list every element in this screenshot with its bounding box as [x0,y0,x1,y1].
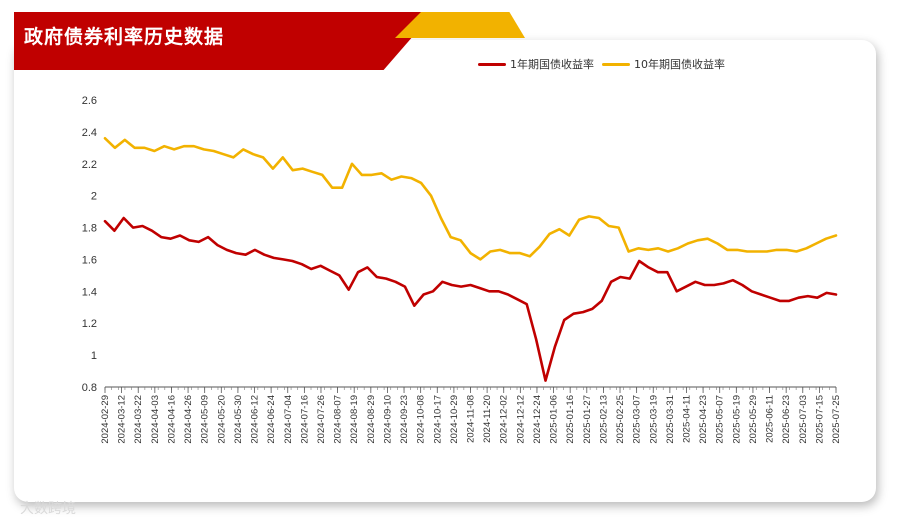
series-line-1y [103,216,838,382]
x-tick-label: 2025-07-15 [814,395,825,444]
chart-legend: 1年期国债收益率 10年期国债收益率 [478,56,725,72]
x-tick-label: 2025-06-11 [765,395,776,443]
x-tick-label: 2024-11-08 [466,395,477,443]
y-tick-label: 2 [91,191,97,203]
x-tick-label: 2024-06-24 [266,395,277,444]
x-tick-label: 2024-09-23 [399,395,410,444]
legend-label-10y: 10年期国债收益率 [634,58,725,71]
x-tick-label: 2024-08-29 [366,395,377,444]
x-tick-label: 2025-05-19 [731,395,742,444]
y-tick-label: 1.2 [82,318,97,330]
y-tick-label: 1.8 [82,223,97,235]
legend-label-1y: 1年期国债收益率 [510,58,594,71]
x-tick-label: 2025-07-25 [831,395,842,444]
legend-item-1y[interactable]: 1年期国债收益率 [478,56,594,72]
x-tick-label: 2025-06-23 [781,395,792,444]
x-tick-label: 2024-07-04 [283,395,294,444]
x-tick-label: 2024-03-22 [133,395,144,444]
x-tick-label: 2024-10-17 [432,395,443,444]
y-tick-label: 2.2 [82,159,97,171]
x-tick-label: 2024-04-03 [150,395,161,444]
x-tick-label: 2024-04-16 [166,395,177,444]
x-tick-label: 2024-05-09 [200,395,211,444]
x-tick-label: 2025-03-07 [632,395,643,444]
x-tick-label: 2024-03-12 [117,395,128,444]
x-tick-label: 2025-01-27 [582,395,593,444]
x-tick-label: 2025-04-11 [681,395,692,443]
x-tick-label: 2025-03-19 [648,395,659,444]
x-tick-label: 2024-09-10 [382,395,393,444]
x-tick-label: 2024-06-12 [250,395,261,444]
y-tick-label: 1.6 [82,254,97,266]
x-tick-label: 2024-10-29 [449,395,460,444]
x-tick-label: 2025-04-23 [698,395,709,444]
x-tick-label: 2024-04-26 [183,395,194,444]
x-tick-label: 2024-08-19 [349,395,360,444]
x-tick-label: 2024-12-12 [515,395,526,444]
x-tick-label: 2025-05-29 [748,395,759,444]
x-tick-label: 2024-02-29 [100,395,111,444]
watermark: 大数跨境 [20,501,76,517]
y-tick-label: 2.4 [82,127,97,139]
legend-swatch-10y [602,62,630,66]
x-tick-label: 2025-07-03 [798,395,809,444]
title-banner [14,12,434,70]
legend-item-10y[interactable]: 10年期国债收益率 [602,56,725,72]
x-tick-label: 2025-05-07 [715,395,726,444]
chart-card [14,40,876,502]
x-tick-label: 2024-11-20 [482,395,493,443]
x-tick-label: 2024-10-08 [416,395,427,444]
x-tick-label: 2024-07-16 [299,395,310,444]
x-tick-label: 2025-02-25 [615,395,626,444]
x-tick-label: 2024-08-07 [333,395,344,444]
chart-title: 政府债券利率历史数据 [24,26,225,48]
series-line-10y [103,137,838,261]
x-tick-label: 2025-02-13 [598,395,609,444]
x-tick-label: 2025-03-31 [665,395,676,444]
legend-swatch-1y [478,62,506,66]
x-tick-label: 2024-12-02 [499,395,510,444]
x-tick-label: 2025-01-16 [565,395,576,444]
x-tick-label: 2024-05-30 [233,395,244,444]
x-tick-label: 2024-12-24 [532,395,543,444]
x-tick-label: 2025-01-06 [549,395,560,444]
x-tick-label: 2024-05-20 [216,395,227,444]
y-tick-label: 2.6 [82,95,97,107]
y-tick-label: 1 [91,350,97,362]
y-tick-label: 1.4 [82,286,97,298]
y-tick-label: 0.8 [82,382,97,394]
x-tick-label: 2024-07-26 [316,395,327,444]
